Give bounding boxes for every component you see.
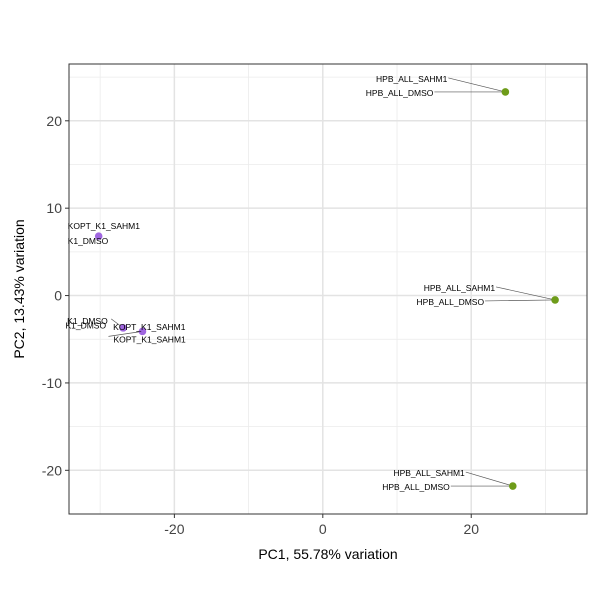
point-label: HPB_ALL_DMSO bbox=[366, 88, 434, 98]
label-connector bbox=[465, 471, 513, 487]
data-point bbox=[508, 482, 517, 490]
y-tick-label: -10 bbox=[42, 375, 62, 391]
grid bbox=[69, 64, 587, 514]
y-axis-ticks: -20 -10 0 10 20 bbox=[42, 113, 69, 478]
point-label: HPB_ALL_DMSO bbox=[382, 482, 450, 492]
label-connector bbox=[448, 77, 506, 93]
x-axis-ticks: -20 0 20 bbox=[164, 514, 479, 537]
x-axis-title: PC1, 55.78% variation bbox=[258, 546, 397, 562]
point-label: HPB_ALL_SAHM1 bbox=[393, 468, 465, 478]
label-connector bbox=[108, 331, 143, 337]
label-connector bbox=[485, 299, 556, 302]
data-point bbox=[119, 324, 127, 332]
data-point bbox=[94, 232, 103, 240]
x-tick-label: 20 bbox=[463, 521, 479, 537]
point-label: K1_DMSO bbox=[67, 316, 108, 326]
y-axis-title: PC2, 13.43% variation bbox=[11, 219, 27, 358]
data-point bbox=[501, 88, 510, 96]
label-connector bbox=[496, 286, 556, 301]
point-labels: HPB_ALL_SAHM1 HPB_ALL_DMSO HPB_ALL_SAHM1 HP… bbox=[65, 74, 495, 492]
y-tick-label: 0 bbox=[54, 288, 62, 304]
point-label: K1_DMSO bbox=[68, 236, 109, 246]
y-tick-label: -20 bbox=[42, 462, 62, 478]
point-label: KOPT_K1_SAHM1 bbox=[68, 221, 141, 231]
data-point bbox=[138, 327, 147, 336]
point-label: K1_DMSO bbox=[65, 320, 106, 330]
data-point bbox=[551, 296, 559, 304]
plot-panel-border bbox=[68, 63, 588, 515]
point-label: HPB_ALL_DMSO bbox=[417, 297, 485, 307]
y-tick-label: 20 bbox=[46, 113, 62, 129]
x-tick-label: -20 bbox=[164, 521, 184, 537]
point-label: HPB_ALL_SAHM1 bbox=[424, 283, 496, 293]
data-points bbox=[94, 88, 559, 490]
y-tick-label: 10 bbox=[46, 200, 62, 216]
label-connectors bbox=[108, 77, 556, 487]
point-label: KOPT_K1_SAHM1 bbox=[113, 334, 186, 344]
point-label: KOPT_K1_SAHM1 bbox=[113, 322, 186, 332]
x-tick-label: 0 bbox=[319, 521, 327, 537]
point-label: HPB_ALL_SAHM1 bbox=[376, 74, 448, 84]
